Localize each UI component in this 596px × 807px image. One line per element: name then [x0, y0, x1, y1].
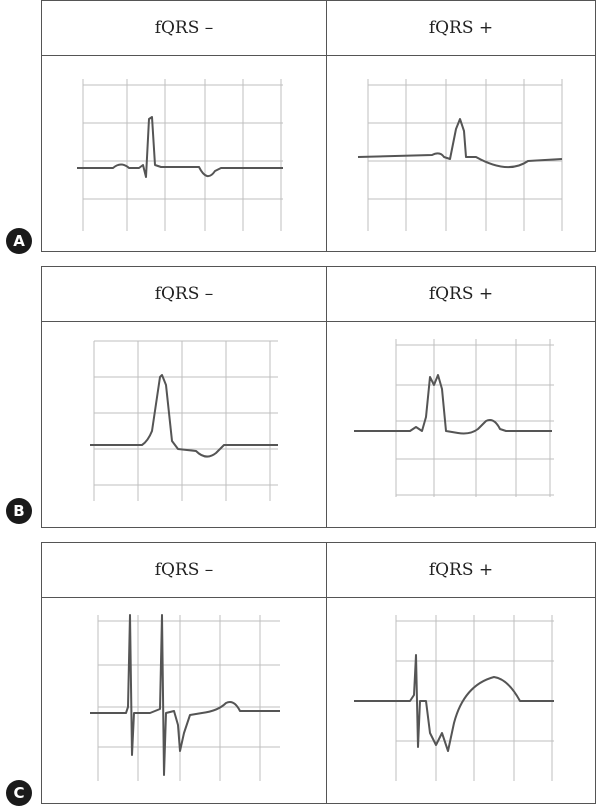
ecg-trace [357, 118, 563, 168]
panel-b-badge: B [6, 498, 32, 524]
panel-a-ecg-right [357, 79, 563, 231]
panel-b-ecg-left [90, 340, 278, 501]
ecg-grid [97, 615, 280, 781]
panel-a-letter: A [13, 232, 25, 250]
panel-c-badge: C [6, 780, 32, 806]
panel-c-ecg-left [90, 614, 280, 781]
ecg-trace [354, 654, 554, 752]
panel-c-right-label: fQRS + [428, 560, 494, 580]
panel-b-right-label: fQRS + [428, 284, 494, 304]
ecg-trace [354, 374, 552, 435]
panel-a-badge: A [6, 228, 32, 254]
panel-a-right-label: fQRS + [428, 18, 494, 38]
panel-b-right-header: fQRS + [327, 267, 595, 322]
panel-b-left-label: fQRS – [154, 284, 214, 304]
ecg-grid [367, 79, 563, 231]
panel-a-right-header: fQRS + [327, 1, 595, 56]
ecg-grid [93, 340, 278, 501]
panel-c-ecg-right [354, 615, 554, 781]
panel-a-divider [326, 56, 328, 251]
panel-c: fQRS – fQRS + [41, 542, 596, 804]
ecg-trace [77, 116, 283, 178]
ecg-grid [82, 79, 283, 231]
panel-b: fQRS – fQRS + [41, 266, 596, 528]
panel-c-right-header: fQRS + [327, 543, 595, 598]
ecg-trace [90, 374, 278, 458]
panel-a-left-header: fQRS – [42, 1, 327, 56]
panel-a-ecg-left [77, 79, 283, 231]
ecg-trace [90, 614, 280, 776]
panel-c-left-header: fQRS – [42, 543, 327, 598]
panel-a: fQRS – fQRS + [41, 0, 596, 252]
panel-c-letter: C [13, 784, 25, 802]
panel-b-ecg-right [354, 339, 554, 497]
panel-c-left-label: fQRS – [154, 560, 214, 580]
panel-b-left-header: fQRS – [42, 267, 327, 322]
panel-b-letter: B [13, 502, 25, 520]
ecg-grid [395, 339, 554, 497]
ecg-grid [395, 615, 554, 781]
panel-a-left-label: fQRS – [154, 18, 214, 38]
panel-c-divider [326, 598, 328, 803]
panel-b-divider [326, 322, 328, 527]
